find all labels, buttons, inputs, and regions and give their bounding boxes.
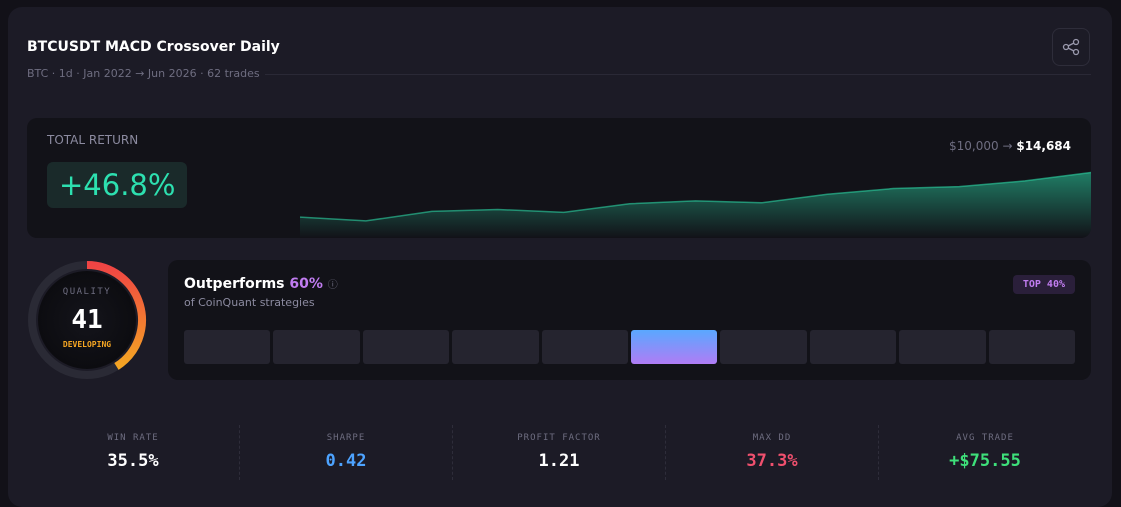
equity-line xyxy=(299,171,1091,222)
percentile-panel: Outperforms 60% ⓘ of CoinQuant strategie… xyxy=(168,260,1091,380)
gauge-arc xyxy=(86,261,146,370)
metric-value: 1.21 xyxy=(538,451,580,471)
share-icon xyxy=(1062,38,1080,56)
quality-gauge: QUALITY 41 DEVELOPING xyxy=(28,261,146,379)
return-label: TOTAL RETURN xyxy=(47,133,139,147)
percentile-segment xyxy=(720,330,807,364)
percentile-segment xyxy=(899,330,986,364)
percentile-segment xyxy=(452,330,539,364)
title: BTCUSDT MACD Crossover Daily xyxy=(27,39,280,55)
metric: SHARPE 0.42 xyxy=(239,425,452,480)
metric-label: PROFIT FACTOR xyxy=(517,433,601,443)
percentile-segment xyxy=(809,330,897,364)
percentile-segment xyxy=(362,330,450,364)
percentile-marker xyxy=(631,330,718,364)
card xyxy=(8,7,1112,507)
percentile-segment xyxy=(184,330,271,364)
metric-value: +$75.55 xyxy=(949,451,1021,471)
share-button[interactable] xyxy=(1052,28,1090,66)
return-range: $10,000 → $14,684 xyxy=(949,139,1071,153)
return-value: +46.8% xyxy=(47,162,188,208)
end-value: $14,684 xyxy=(1016,139,1071,153)
metric-label: WIN RATE xyxy=(107,433,159,443)
equity-chart xyxy=(299,171,1091,238)
gauge-face xyxy=(38,271,136,369)
percentile-segment xyxy=(273,330,360,364)
gauge-label: QUALITY xyxy=(63,287,111,297)
equity-area xyxy=(300,172,1091,238)
metric-value: 0.42 xyxy=(325,451,367,471)
subtitle: BTC · 1d · Jan 2022 → Jun 2026 · 62 trad… xyxy=(27,67,260,80)
badge: TOP 40% xyxy=(1012,275,1075,294)
gauge-score: 41 xyxy=(71,305,102,335)
percentile-segment xyxy=(541,330,629,364)
percentile-caption: of CoinQuant strategies xyxy=(184,296,315,309)
metric-value: 35.5% xyxy=(107,451,159,471)
divider xyxy=(265,74,1091,75)
metric: MAX DD 37.3% xyxy=(665,425,878,480)
metrics-row: WIN RATE 35.5% SHARPE 0.42 PROFIT FACTOR 1.21… xyxy=(27,425,1091,480)
percentile-segment xyxy=(988,330,1076,364)
percentile-prefix: Outperforms xyxy=(184,276,285,292)
metric-label: MAX DD xyxy=(752,433,792,443)
metric: WIN RATE 35.5% xyxy=(27,425,239,480)
metric-value: 37.3% xyxy=(746,451,798,471)
metric: PROFIT FACTOR 1.21 xyxy=(452,425,665,480)
start-value: $10,000 xyxy=(949,139,999,153)
gauge-grade: DEVELOPING xyxy=(63,340,111,349)
metric-label: AVG TRADE xyxy=(956,433,1014,443)
percentile-heading: Outperforms 60% ⓘ xyxy=(184,276,338,292)
metric-label: SHARPE xyxy=(326,433,366,443)
percentile-value: 60% xyxy=(289,276,323,292)
return-panel: TOTAL RETURN +46.8% $10,000 → $14,684 xyxy=(27,118,1091,238)
percentile-bar xyxy=(184,330,1076,364)
metric: AVG TRADE +$75.55 xyxy=(878,425,1091,480)
